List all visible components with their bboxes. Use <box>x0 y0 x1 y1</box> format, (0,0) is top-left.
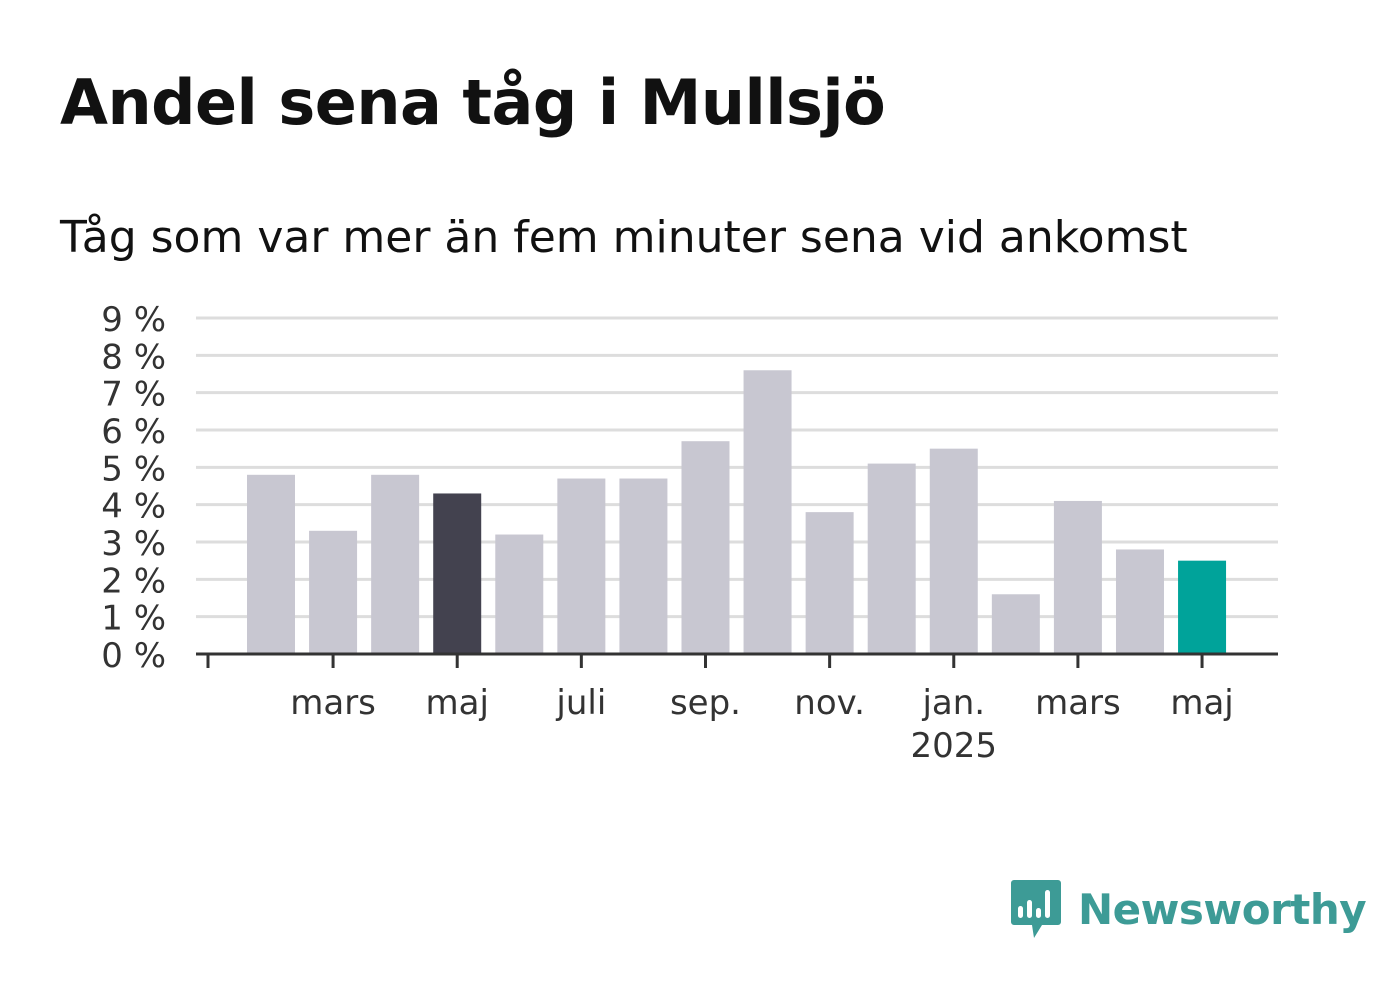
y-tick-label: 1 % <box>101 599 166 639</box>
brand-name: Newsworthy <box>1078 884 1367 934</box>
chart-title: Andel sena tåg i Mullsjö <box>60 66 886 139</box>
bar <box>867 463 916 654</box>
bar <box>805 512 854 654</box>
y-tick-label: 9 % <box>101 300 166 340</box>
bar <box>681 441 730 654</box>
y-tick-label: 7 % <box>101 375 166 415</box>
x-tick-label: jan. <box>921 683 985 723</box>
bar <box>1053 500 1102 654</box>
y-tick-label: 0 % <box>101 636 166 676</box>
bar <box>557 478 606 654</box>
x-tick-label: mars <box>290 683 376 723</box>
x-tick-label: juli <box>555 683 606 723</box>
y-tick-label: 8 % <box>101 337 166 377</box>
y-tick-label: 4 % <box>101 487 166 527</box>
bar <box>247 474 295 654</box>
bar <box>1178 560 1227 654</box>
x-tick-label: nov. <box>794 683 865 723</box>
bar <box>743 370 792 654</box>
chart-subtitle: Tåg som var mer än fem minuter sena vid … <box>60 212 1188 263</box>
bar <box>619 478 668 654</box>
x-tick-label: maj <box>1170 683 1233 723</box>
y-tick-label: 3 % <box>101 524 166 564</box>
bar <box>929 448 978 654</box>
bar <box>1115 549 1164 654</box>
bar <box>495 534 544 654</box>
newsworthy-logo-icon <box>1011 880 1061 938</box>
x-tick-label: sep. <box>670 683 741 723</box>
bar <box>371 474 420 654</box>
y-tick-label: 2 % <box>101 561 166 601</box>
brand-logo: Newsworthy <box>1010 878 1367 940</box>
bar <box>309 530 358 654</box>
y-tick-label: 6 % <box>101 412 166 452</box>
bar <box>991 594 1040 654</box>
x-tick-sublabel: 2025 <box>911 726 998 766</box>
x-tick-label: maj <box>426 683 489 723</box>
x-tick-label: mars <box>1035 683 1121 723</box>
bar <box>433 493 482 654</box>
y-tick-label: 5 % <box>101 449 166 489</box>
